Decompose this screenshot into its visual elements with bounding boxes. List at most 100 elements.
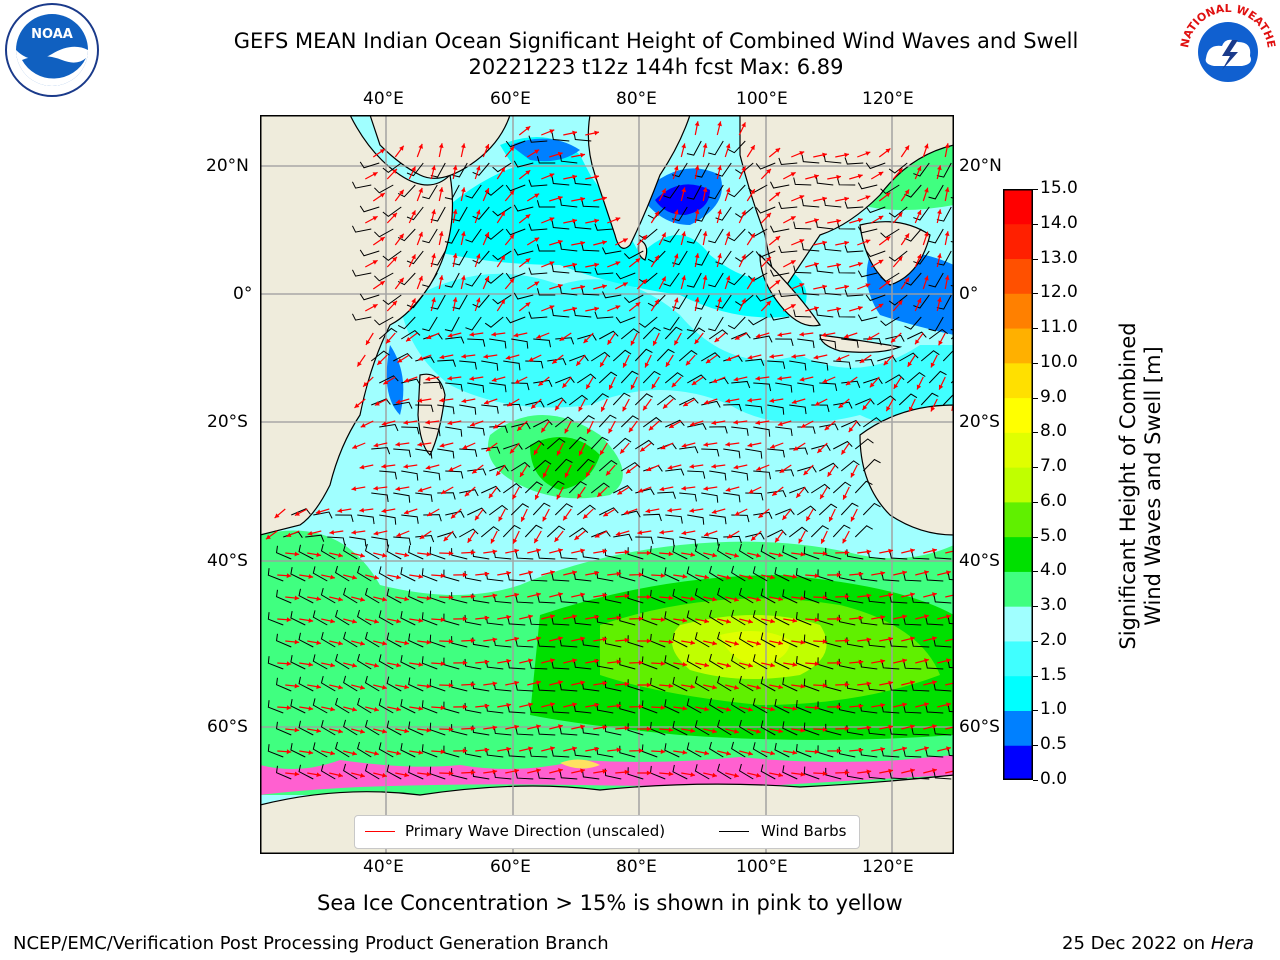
wind-barb: [735, 294, 754, 307]
wave-direction-arrowhead: [748, 575, 753, 580]
wind-barb: [371, 492, 389, 502]
wave-direction-arrowhead: [778, 552, 783, 558]
lon-tick-bottom-100: 100°E: [736, 857, 788, 877]
wind-barb: [841, 338, 859, 348]
wave-direction-arrowhead: [572, 262, 577, 268]
wave-direction-arrowhead: [667, 465, 673, 470]
wind-barb: [767, 529, 787, 538]
wave-direction-arrowhead: [286, 661, 292, 667]
wave-direction-arrowhead: [474, 515, 480, 521]
wave-direction-arrowhead: [359, 773, 365, 778]
wind-barb: [573, 220, 592, 230]
wave-direction-arrow: [945, 594, 954, 598]
wind-barb: [913, 162, 930, 177]
wave-direction-arrowhead: [756, 684, 761, 690]
wind-barb: [546, 480, 565, 494]
wind-barb: [343, 543, 358, 560]
wind-barb: [515, 595, 534, 604]
wave-direction-arrowhead: [572, 570, 577, 576]
wave-direction-arrowhead: [944, 275, 950, 281]
wave-direction-arrowhead: [572, 658, 577, 664]
wind-barb: [551, 220, 570, 230]
wind-barb: [335, 609, 350, 626]
wave-direction-arrowhead: [509, 448, 515, 454]
wave-direction-arrowhead: [448, 594, 454, 600]
wind-barb: [738, 587, 754, 604]
wave-direction-arrowhead: [392, 212, 397, 218]
wave-direction-arrowhead: [294, 595, 300, 601]
wind-barb: [708, 184, 724, 200]
wind-barb: [267, 700, 284, 714]
wind-barb: [408, 721, 424, 736]
wave-direction-arrowhead: [779, 468, 785, 473]
wind-barb: [623, 250, 644, 260]
wind-barb: [406, 294, 424, 309]
wave-direction-arrowhead: [820, 538, 826, 544]
wind-barb: [760, 632, 776, 648]
wave-direction-arrowhead: [652, 340, 658, 346]
wave-direction-arrowhead: [427, 511, 433, 517]
wave-direction-arrowhead: [520, 516, 526, 522]
wave-direction-arrowhead: [337, 508, 343, 513]
wind-barb: [775, 508, 795, 516]
wind-barb: [727, 140, 746, 154]
wave-direction-arrowhead: [822, 196, 827, 202]
wave-direction-arrowhead: [555, 405, 560, 411]
wind-barb: [862, 502, 881, 516]
wind-barb: [755, 294, 776, 302]
wind-barb: [467, 382, 485, 393]
wave-direction-arrowhead: [294, 639, 300, 645]
wave-direction-arrowhead: [791, 399, 797, 405]
wave-direction-arrowhead: [528, 746, 533, 752]
wave-direction-arrowhead: [897, 256, 903, 262]
wind-barb: [801, 198, 820, 208]
wind-barb: [717, 587, 732, 604]
wave-direction-arrowhead: [748, 489, 754, 494]
wind-barb: [760, 544, 776, 560]
wave-direction-arrowhead: [549, 173, 555, 178]
wind-barb: [537, 683, 556, 692]
wind-barb: [524, 524, 543, 538]
wave-direction-arrowhead: [490, 538, 496, 544]
wind-barb: [770, 269, 790, 277]
wave-direction-arrowhead: [460, 187, 466, 193]
wind-barb: [904, 184, 922, 198]
wave-direction-arrowhead: [615, 217, 621, 222]
wave-direction-arrowhead: [418, 618, 424, 623]
wind-barb: [524, 481, 544, 494]
wind-barb: [920, 392, 939, 406]
wind-barb: [723, 448, 741, 459]
wind-barb: [343, 675, 358, 692]
wind-barb: [533, 338, 552, 348]
wind-barb: [947, 572, 954, 581]
wind-barb: [619, 569, 636, 582]
wave-direction-arrowhead: [792, 574, 798, 579]
wave-direction-arrowhead: [836, 660, 842, 666]
wind-barb: [788, 526, 808, 538]
wave-direction-arrowhead: [946, 702, 951, 708]
wind-barb: [511, 422, 531, 430]
wind-barb: [899, 352, 919, 362]
wave-direction-arrowhead: [418, 356, 424, 361]
wave-direction-arrowhead: [622, 362, 628, 368]
wind-barb: [936, 162, 952, 178]
wave-direction-arrowhead: [594, 570, 600, 576]
wave-direction-arrowhead: [712, 378, 718, 383]
wind-barb: [731, 653, 746, 670]
wave-direction-arrowhead: [574, 535, 580, 540]
wind-barb: [933, 682, 952, 692]
map-title: GEFS MEAN Indian Ocean Significant Heigh…: [233, 29, 1079, 53]
wind-barb: [374, 272, 394, 282]
wind-barb: [774, 742, 790, 758]
wave-direction-arrowhead: [426, 771, 432, 777]
wave-direction-arrowhead: [616, 703, 622, 709]
wave-direction-arrowhead: [916, 166, 922, 172]
wave-direction-arrowhead: [404, 640, 410, 646]
wave-direction-arrowhead: [748, 707, 753, 712]
wind-barb: [841, 419, 861, 428]
wave-direction-arrowhead: [689, 421, 695, 427]
wave-direction-arrowhead: [848, 427, 854, 433]
wave-direction-arrowhead: [514, 548, 519, 554]
wave-direction-arrowhead: [382, 728, 387, 734]
wave-direction-arrowhead: [813, 174, 819, 179]
